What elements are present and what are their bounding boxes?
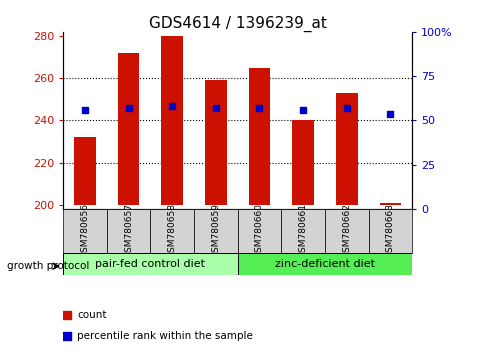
Text: GSM780658: GSM780658 [167, 204, 176, 258]
Bar [237, 253, 411, 275]
Point [81, 107, 89, 113]
Point [62, 313, 70, 318]
Bar [324, 209, 368, 253]
Point [212, 105, 219, 110]
Point [62, 333, 70, 338]
Bar [194, 209, 237, 253]
Bar [63, 253, 237, 275]
Point [386, 111, 393, 117]
Text: GDS4614 / 1396239_at: GDS4614 / 1396239_at [149, 16, 326, 32]
Bar [291, 120, 313, 205]
Text: GSM780662: GSM780662 [342, 204, 350, 258]
Text: zinc-deficient diet: zinc-deficient diet [274, 259, 374, 269]
Bar [204, 80, 226, 205]
Point [299, 107, 306, 113]
Bar [150, 209, 194, 253]
Bar [74, 137, 95, 205]
Text: GSM780656: GSM780656 [80, 204, 89, 258]
Point [124, 105, 132, 110]
Bar [161, 36, 182, 205]
Text: GSM780660: GSM780660 [255, 204, 263, 258]
Text: growth protocol: growth protocol [7, 261, 90, 271]
Text: GSM780661: GSM780661 [298, 204, 307, 258]
Bar [237, 209, 281, 253]
Bar [248, 68, 270, 205]
Bar [106, 209, 150, 253]
Bar [63, 209, 106, 253]
Text: count: count [77, 310, 106, 320]
Point [342, 105, 350, 110]
Point [255, 105, 263, 110]
Text: GSM780659: GSM780659 [211, 204, 220, 258]
Bar [368, 209, 411, 253]
Text: percentile rank within the sample: percentile rank within the sample [77, 331, 252, 341]
Text: GSM780663: GSM780663 [385, 204, 394, 258]
Text: pair-fed control diet: pair-fed control diet [95, 259, 205, 269]
Bar [117, 53, 139, 205]
Bar [281, 209, 324, 253]
Bar [335, 93, 357, 205]
Text: GSM780657: GSM780657 [124, 204, 133, 258]
Bar [378, 202, 400, 205]
Point [168, 103, 176, 108]
